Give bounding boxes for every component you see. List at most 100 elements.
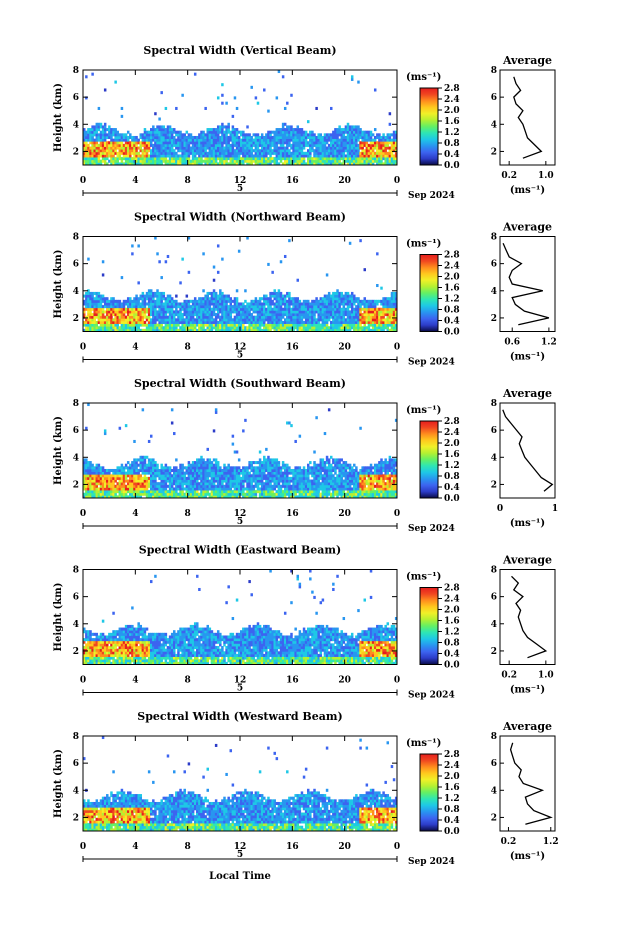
heatmap-cell (145, 157, 149, 161)
heatmap-cell (212, 278, 216, 282)
heatmap-cell (124, 307, 128, 311)
heatmap-cell (95, 492, 99, 496)
heatmap-cell (216, 244, 220, 248)
heatmap-cell (85, 466, 88, 470)
heatmap-cell (319, 299, 323, 303)
heatmap-cell (242, 328, 245, 332)
heatmap-cell (112, 492, 115, 496)
heatmap-cell (158, 315, 161, 319)
heatmap-cell (340, 320, 343, 324)
heatmap-cell (141, 487, 145, 491)
heatmap-cell (173, 305, 176, 309)
heatmap-cell (248, 135, 251, 140)
heatmap-cell (350, 297, 354, 301)
heatmap-cell (152, 154, 155, 158)
heatmap-cell (118, 479, 122, 483)
heatmap-cell (191, 482, 195, 486)
colorbar-tick-label: 0.4 (444, 150, 460, 160)
heatmap-cell (137, 299, 140, 303)
heatmap-cell (246, 318, 249, 322)
heatmap-cell (198, 310, 201, 314)
heatmap-cell (158, 484, 161, 488)
heatmap-cell (208, 461, 212, 465)
heatmap-cell (147, 466, 151, 470)
heatmap-cell (306, 149, 310, 153)
heatmap-cell (202, 328, 205, 332)
heatmap-cell (380, 307, 383, 311)
heatmap-cell (376, 302, 379, 306)
heatmap-cell (87, 149, 90, 153)
heatmap-cell (166, 484, 170, 488)
heatmap-cell (131, 135, 134, 140)
heatmap-cell (154, 305, 157, 309)
heatmap-cell (227, 307, 230, 311)
heatmap-cell (120, 328, 124, 332)
heatmap-cell (330, 294, 333, 298)
heatmap-cell (137, 154, 140, 158)
heatmap-cell (183, 310, 186, 314)
heatmap-cell (99, 149, 103, 153)
heatmap-cell (267, 305, 270, 309)
heatmap-cell (187, 461, 191, 465)
heatmap-cell (164, 138, 168, 142)
heatmap-cell (116, 299, 119, 303)
heatmap-cell (173, 143, 176, 147)
heatmap-cell (355, 138, 358, 142)
heatmap-cell (382, 162, 385, 166)
heatmap-cell (277, 297, 281, 301)
heatmap-cell (120, 315, 124, 319)
heatmap-cell (221, 135, 224, 140)
heatmap-cell (89, 466, 92, 470)
heatmap-cell (189, 162, 193, 166)
heatmap-cell (156, 482, 159, 486)
heatmap-cell (87, 326, 90, 330)
heatmap-cell (97, 149, 101, 153)
heatmap-cell (179, 326, 182, 330)
heatmap-cell (139, 455, 143, 459)
heatmap-cell (147, 307, 151, 311)
heatmap-cell (373, 305, 377, 309)
heatmap-cell (97, 162, 101, 166)
heatmap-cell (338, 302, 341, 306)
heatmap-cell (212, 141, 216, 145)
heatmap-cell (394, 294, 398, 298)
heatmap-cell (120, 487, 124, 491)
heatmap-cell (263, 323, 266, 327)
heatmap-cell (149, 326, 153, 330)
heatmap-cell (160, 468, 163, 473)
heatmap-cell (85, 151, 88, 155)
heatmap-cell (152, 305, 155, 309)
heatmap-cell (137, 476, 140, 480)
heatmap-cell (214, 130, 218, 134)
heatmap-cell (365, 302, 369, 306)
heatmap-cell (110, 482, 113, 486)
heatmap-cell (85, 138, 88, 142)
heatmap-cell (131, 320, 134, 324)
heatmap-cell (277, 313, 281, 317)
heatmap-cell (131, 484, 134, 488)
heatmap-cell (363, 159, 366, 163)
heatmap-cell (346, 328, 350, 332)
heatmap-cell (95, 149, 99, 153)
heatmap-cell (250, 313, 253, 317)
heatmap-cell (185, 495, 189, 499)
heatmap-cell (166, 315, 170, 319)
heatmap-cell (181, 305, 184, 309)
heatmap-cell (212, 323, 216, 327)
heatmap-cell (386, 299, 390, 303)
heatmap-cell (139, 305, 143, 309)
heatmap-cell (302, 138, 306, 142)
heatmap-cell (139, 461, 143, 465)
heatmap-cell (116, 143, 119, 147)
heatmap-cell (135, 297, 138, 301)
heatmap-cell (242, 320, 245, 324)
heatmap-cell (355, 320, 358, 324)
heatmap-cell (135, 141, 138, 145)
heatmap-cell (386, 318, 390, 322)
heatmap-cell (97, 318, 101, 322)
heatmap-cell (359, 143, 362, 147)
heatmap-cell (196, 159, 199, 163)
heatmap-cell (225, 474, 228, 478)
heatmap-cell (332, 133, 335, 137)
heatmap-cell (350, 146, 354, 150)
